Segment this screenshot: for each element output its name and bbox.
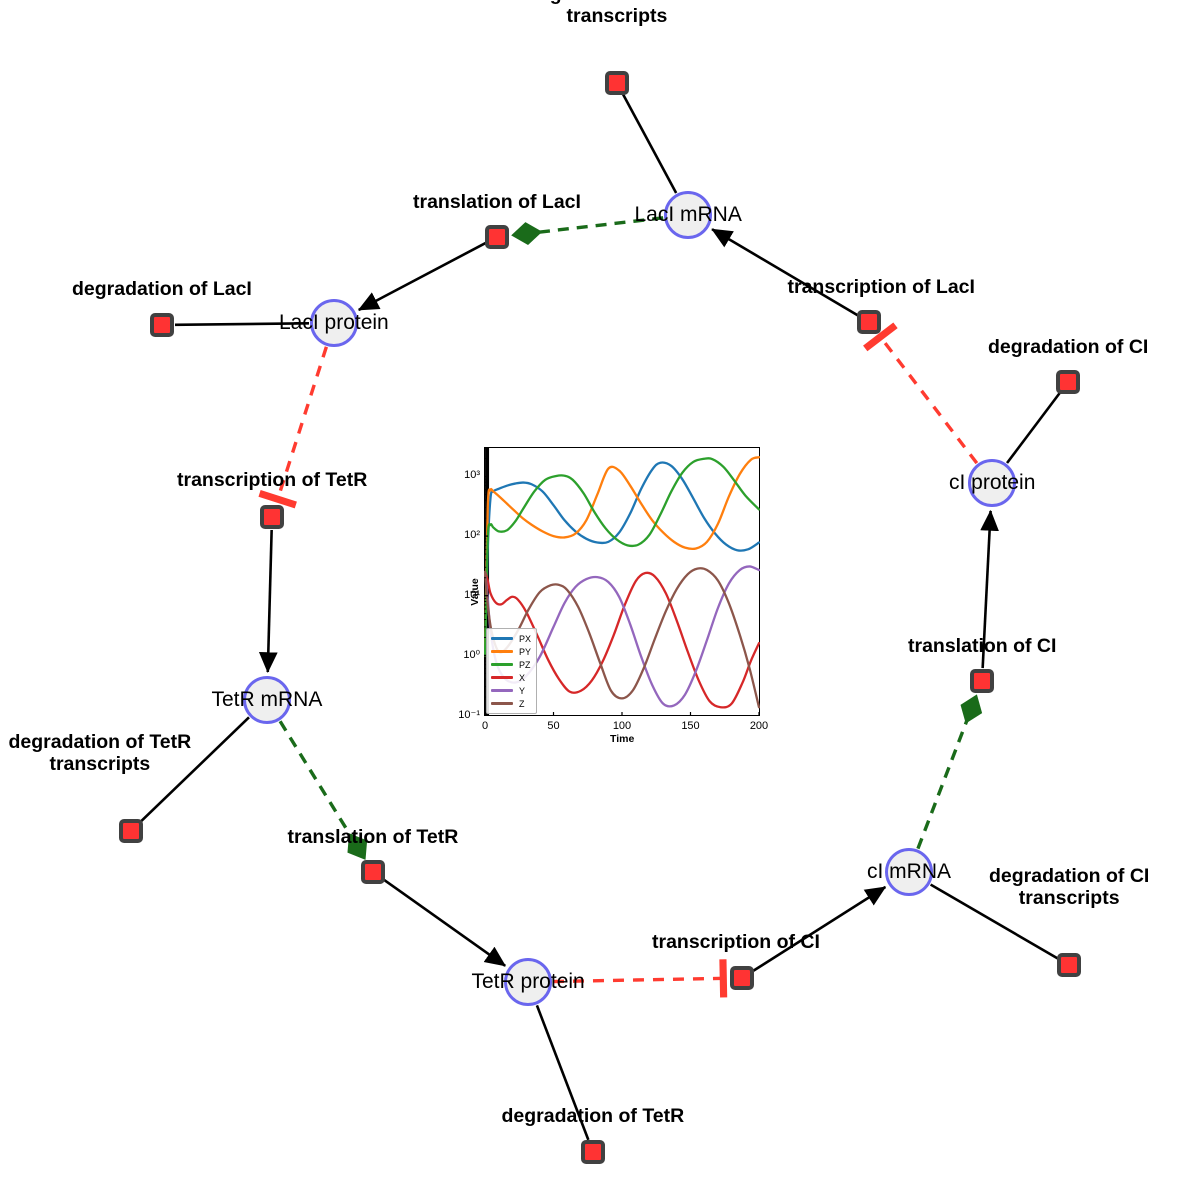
edge-modifier (511, 216, 664, 246)
reaction-label-transl-cI: translation of CI (908, 635, 1057, 657)
chart-legend-swatch (491, 676, 513, 679)
chart-legend-label: X (519, 672, 526, 683)
reaction-label-tx-cI: transcription of CI (652, 931, 820, 953)
chart-legend-swatch (491, 650, 513, 653)
chart-xtick-label: 0 (481, 720, 489, 732)
chart-xtick-label: 150 (681, 720, 700, 732)
chart-series-PZ (484, 457, 760, 657)
reaction-node-deg-tetR[interactable] (581, 1140, 605, 1164)
chart-legend-swatch (491, 689, 513, 692)
reaction-label-tx-tetR: transcription of TetR (177, 469, 368, 491)
reaction-node-transl-tetR[interactable] (361, 860, 385, 884)
chart-legend-label: Y (519, 685, 526, 696)
species-label-lacI-protein: LacI protein (279, 311, 389, 334)
reaction-label-transl-tetR: translation of TetR (287, 826, 459, 848)
chart-legend-label: PY (519, 646, 532, 657)
chart-legend-label: PZ (519, 659, 531, 670)
reaction-node-deg-cI-tx[interactable] (1057, 953, 1081, 977)
reaction-label-transl-lacI: translation of LacI (413, 191, 581, 213)
reaction-node-tx-tetR[interactable] (260, 505, 284, 529)
chart-x-axis-label: Time (610, 733, 635, 745)
chart-y-axis-label: Value (469, 578, 481, 606)
edge-produce (357, 241, 487, 312)
chart-legend-item: X (491, 671, 531, 684)
edge-produce (752, 885, 887, 973)
species-node-cI-protein[interactable] (968, 459, 1016, 507)
reaction-node-deg-cI[interactable] (1056, 370, 1080, 394)
chart-legend-label: PX (519, 633, 532, 644)
chart-xtick-label: 200 (749, 720, 769, 732)
edge-produce (980, 509, 999, 669)
chart-legend-item: Z (491, 697, 531, 710)
reaction-label-deg-lacI-tx: degradation of LacItranscripts (527, 0, 707, 27)
chart-ytick-label: 10³ (464, 469, 480, 482)
species-node-cI-mrna[interactable] (885, 848, 933, 896)
edge-consume (535, 1004, 590, 1141)
inset-timecourse-chart: PX PY PZ X Y Z 10⁻¹ 10⁰ 10¹ 10² 10³ 0 50 100 150 200 … (458, 437, 768, 749)
chart-legend-swatch (491, 702, 513, 705)
reaction-label-deg-cI: degradation of CI (988, 336, 1149, 358)
reaction-node-deg-lacI-tx[interactable] (605, 71, 629, 95)
edge-inhibit (863, 322, 979, 465)
edge-produce (382, 878, 507, 967)
edge-modifier (278, 720, 368, 860)
chart-legend-item: PY (491, 645, 531, 658)
chart-series-X (484, 570, 760, 709)
chart-legend-item: Y (491, 684, 531, 697)
edge-consume (1005, 391, 1062, 464)
reaction-label-tx-lacI: transcription of LacI (787, 276, 975, 298)
reaction-node-deg-lacI[interactable] (150, 313, 174, 337)
chart-legend-swatch (491, 663, 513, 666)
edge-consume (174, 321, 310, 327)
edge-inhibit (258, 346, 329, 509)
edge-consume (139, 716, 250, 823)
edge-consume (929, 883, 1059, 960)
species-label-tetR-mrna: TetR mRNA (211, 688, 323, 711)
species-label-lacI-mrna: LacI mRNA (634, 203, 742, 226)
chart-plot-frame: PX PY PZ X Y Z (484, 447, 760, 716)
reaction-node-deg-tetR-tx[interactable] (119, 819, 143, 843)
chart-legend-swatch (491, 637, 513, 640)
chart-legend-item: PX (491, 632, 531, 645)
species-label-tetR-protein: TetR protein (471, 970, 585, 993)
reaction-label-deg-tetR-tx: degradation of TetR transcripts (8, 731, 192, 775)
chart-ytick-label: 10⁰ (463, 649, 480, 662)
edge-produce (711, 228, 859, 317)
chart-series-PY (484, 456, 760, 657)
chart-series-PX (484, 461, 760, 657)
species-node-lacI-protein[interactable] (310, 299, 358, 347)
reaction-label-deg-tetR: degradation of TetR (501, 1105, 685, 1127)
chart-ytick-label: 10⁻¹ (458, 709, 480, 721)
chart-legend: PX PY PZ X Y Z (486, 628, 538, 714)
edge-consume (622, 93, 678, 194)
reaction-node-tx-cI[interactable] (730, 966, 754, 990)
edge-modifier (916, 694, 983, 850)
reaction-node-tx-lacI[interactable] (857, 310, 881, 334)
species-node-lacI-mrna[interactable] (664, 191, 712, 239)
reaction-label-deg-cI-tx: degradation of CI transcripts (989, 865, 1150, 909)
chart-ytick-label: 10¹ (464, 588, 480, 601)
reaction-label-deg-lacI: degradation of LacI (72, 278, 252, 300)
chart-xtick-label: 100 (612, 720, 632, 732)
edge-group (139, 93, 1062, 1141)
species-node-tetR-mrna[interactable] (243, 676, 291, 724)
edge-inhibit (552, 959, 728, 998)
chart-ytick-label: 10² (464, 529, 480, 542)
species-label-cI-protein: cI protein (949, 471, 1036, 494)
chart-legend-item: PZ (491, 658, 531, 671)
species-label-cI-mrna: cI mRNA (867, 860, 951, 883)
species-node-tetR-protein[interactable] (504, 958, 552, 1006)
edge-produce (258, 529, 278, 674)
chart-xtick-label: 50 (547, 720, 560, 732)
reaction-node-transl-lacI[interactable] (485, 225, 509, 249)
reaction-node-transl-cI[interactable] (970, 669, 994, 693)
chart-legend-label: Z (519, 698, 525, 709)
